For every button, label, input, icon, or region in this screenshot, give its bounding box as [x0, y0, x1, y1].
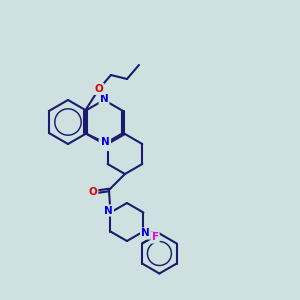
Text: O: O	[88, 187, 97, 197]
Text: N: N	[104, 206, 113, 215]
Text: N: N	[141, 229, 150, 238]
Text: N: N	[101, 137, 110, 147]
Text: N: N	[100, 94, 108, 104]
Text: F: F	[152, 232, 159, 242]
Text: O: O	[94, 84, 103, 94]
Text: N: N	[100, 140, 108, 150]
